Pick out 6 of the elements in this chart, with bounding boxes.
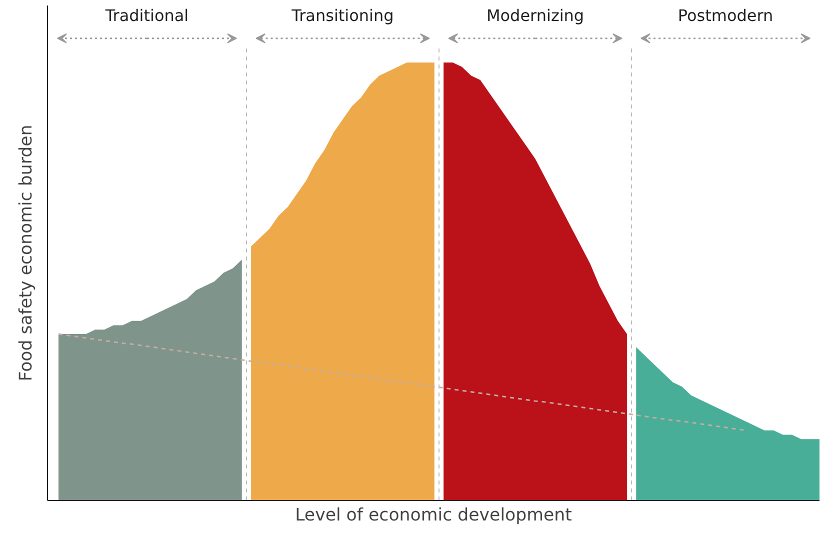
text: Modernizing	[486, 6, 584, 26]
y-axis-title: Food safety economic burden	[16, 124, 36, 382]
text: Postmodern	[678, 6, 774, 26]
text: Traditional	[104, 6, 189, 26]
text: Transitioning	[290, 6, 394, 26]
x-axis-title: Level of economic development	[295, 506, 572, 526]
